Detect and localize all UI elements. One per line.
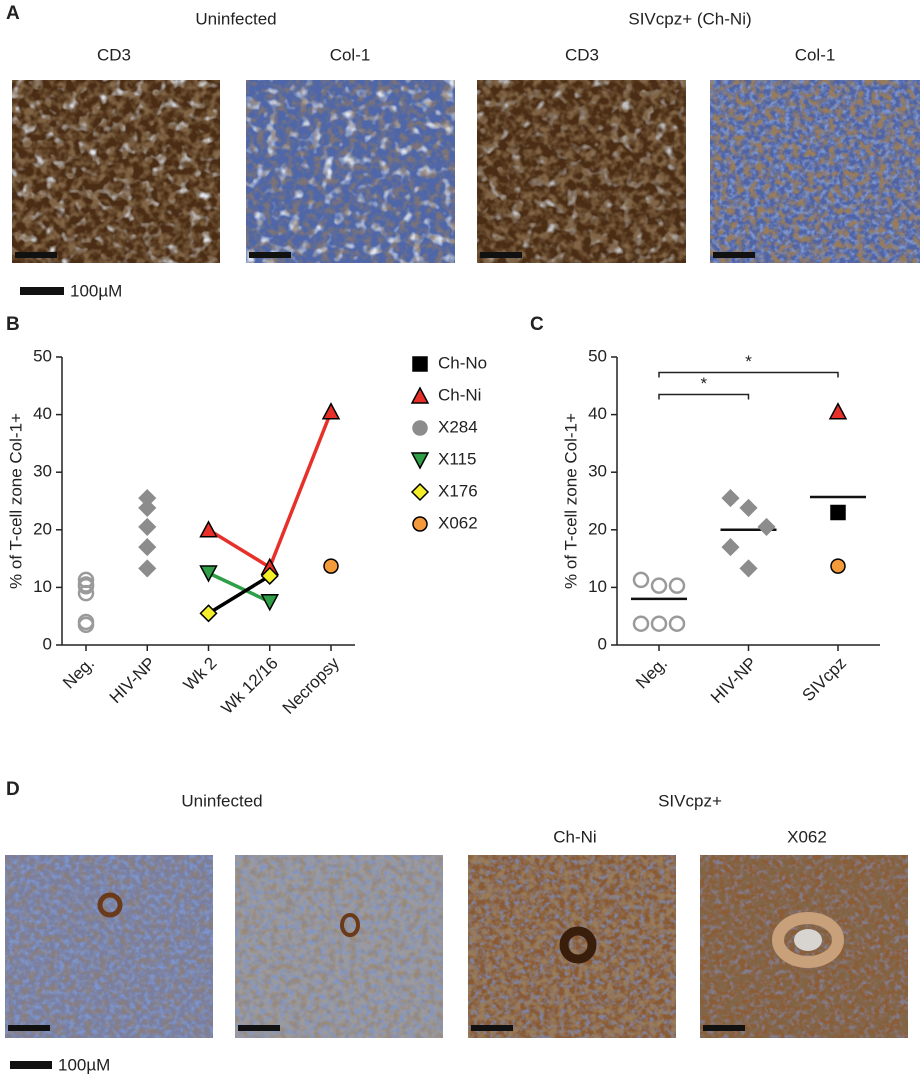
marker: [828, 402, 848, 420]
marker: [739, 559, 758, 578]
marker: [410, 386, 430, 404]
group-title: Uninfected: [181, 791, 262, 810]
series-line: [207, 411, 333, 570]
marker: [260, 566, 279, 585]
stain-label: Col-1: [330, 45, 371, 64]
y-tick-label: 50: [588, 346, 607, 365]
sample-label: Ch-Ni: [553, 827, 596, 846]
marker: [650, 577, 668, 594]
y-tick-label: 10: [588, 577, 607, 596]
stain-label: CD3: [565, 45, 599, 64]
y-tick-label: 40: [588, 404, 607, 423]
marker: [260, 594, 279, 612]
y-tick-label: 30: [33, 462, 52, 481]
series-line: [207, 574, 271, 615]
marker: [412, 356, 428, 372]
x-tick-label: Neg.: [59, 654, 98, 693]
marker: [830, 558, 846, 574]
series-line: [207, 571, 271, 604]
marker: [77, 577, 95, 595]
marker: [138, 559, 157, 578]
x-tick-label: HIV-NP: [707, 654, 761, 708]
marker: [739, 498, 758, 517]
x-tick-label: Wk 12/16: [218, 654, 282, 718]
marker: [199, 520, 218, 538]
x-tick-label: Neg.: [632, 654, 671, 693]
marker: [323, 558, 339, 574]
marker: [77, 584, 95, 602]
marker: [138, 517, 157, 536]
legend-label: X062: [438, 513, 478, 532]
marker: [138, 538, 157, 557]
stain-label: CD3: [97, 45, 131, 64]
scale-bar: [10, 1061, 52, 1069]
marker: [721, 489, 740, 508]
x-tick-label: SIVcpz: [798, 654, 850, 706]
y-tick-label: 20: [33, 519, 52, 538]
legend-label: X284: [438, 417, 478, 436]
scale-label: 100µM: [70, 281, 122, 300]
micrograph: [235, 855, 443, 1038]
marker: [412, 420, 428, 436]
significance-label: *: [745, 352, 752, 371]
marker: [650, 615, 668, 632]
panel-label: D: [6, 779, 20, 800]
marker: [830, 504, 846, 521]
y-tick-label: 0: [43, 634, 52, 653]
y-tick-label: 40: [33, 404, 52, 423]
stain-label: Col-1: [795, 45, 836, 64]
marker: [412, 516, 428, 532]
significance-bracket: [658, 371, 839, 378]
legend-label: X176: [438, 481, 478, 500]
micrograph: [246, 80, 455, 263]
marker: [199, 565, 218, 583]
marker: [632, 615, 650, 632]
group-title: SIVcpz+: [658, 791, 722, 810]
group-title: SIVcpz+ (Ch-Ni): [628, 9, 751, 28]
micrograph: [700, 855, 908, 1038]
legend-label: Ch-No: [438, 353, 487, 372]
y-tick-label: 30: [588, 462, 607, 481]
y-tick-label: 0: [598, 634, 607, 653]
y-tick-label: 20: [588, 519, 607, 538]
legend-label: X115: [438, 449, 476, 468]
significance-label: *: [700, 374, 707, 393]
marker: [321, 402, 341, 420]
y-axis-label: % of T-cell zone Col-1+: [561, 413, 580, 589]
sample-label: X062: [787, 827, 827, 846]
legend-label: Ch-Ni: [438, 385, 481, 404]
micrograph: [477, 80, 686, 263]
panel-label: B: [6, 314, 20, 335]
marker: [668, 615, 686, 632]
marker: [410, 452, 430, 470]
micrograph: [468, 855, 676, 1038]
x-tick-label: Necropsy: [279, 653, 344, 718]
panel-label: C: [530, 314, 544, 335]
micrograph: [5, 855, 213, 1038]
marker: [668, 577, 686, 594]
panel-label: A: [6, 3, 20, 24]
marker: [410, 482, 430, 502]
marker: [757, 517, 776, 536]
marker: [138, 498, 157, 517]
y-tick-label: 50: [33, 346, 52, 365]
micrograph: [12, 80, 220, 263]
significance-bracket: [658, 393, 750, 400]
marker: [77, 616, 95, 634]
marker: [632, 571, 650, 589]
micrograph: [710, 80, 920, 263]
x-tick-label: HIV-NP: [106, 654, 160, 708]
y-axis-label: % of T-cell zone Col-1+: [6, 413, 25, 589]
scale-bar: [20, 287, 64, 295]
group-title: Uninfected: [195, 9, 276, 28]
x-tick-label: Wk 2: [180, 654, 221, 695]
scale-label: 100µM: [58, 1055, 110, 1074]
marker: [721, 538, 740, 557]
marker: [199, 604, 218, 623]
y-tick-label: 10: [33, 577, 52, 596]
